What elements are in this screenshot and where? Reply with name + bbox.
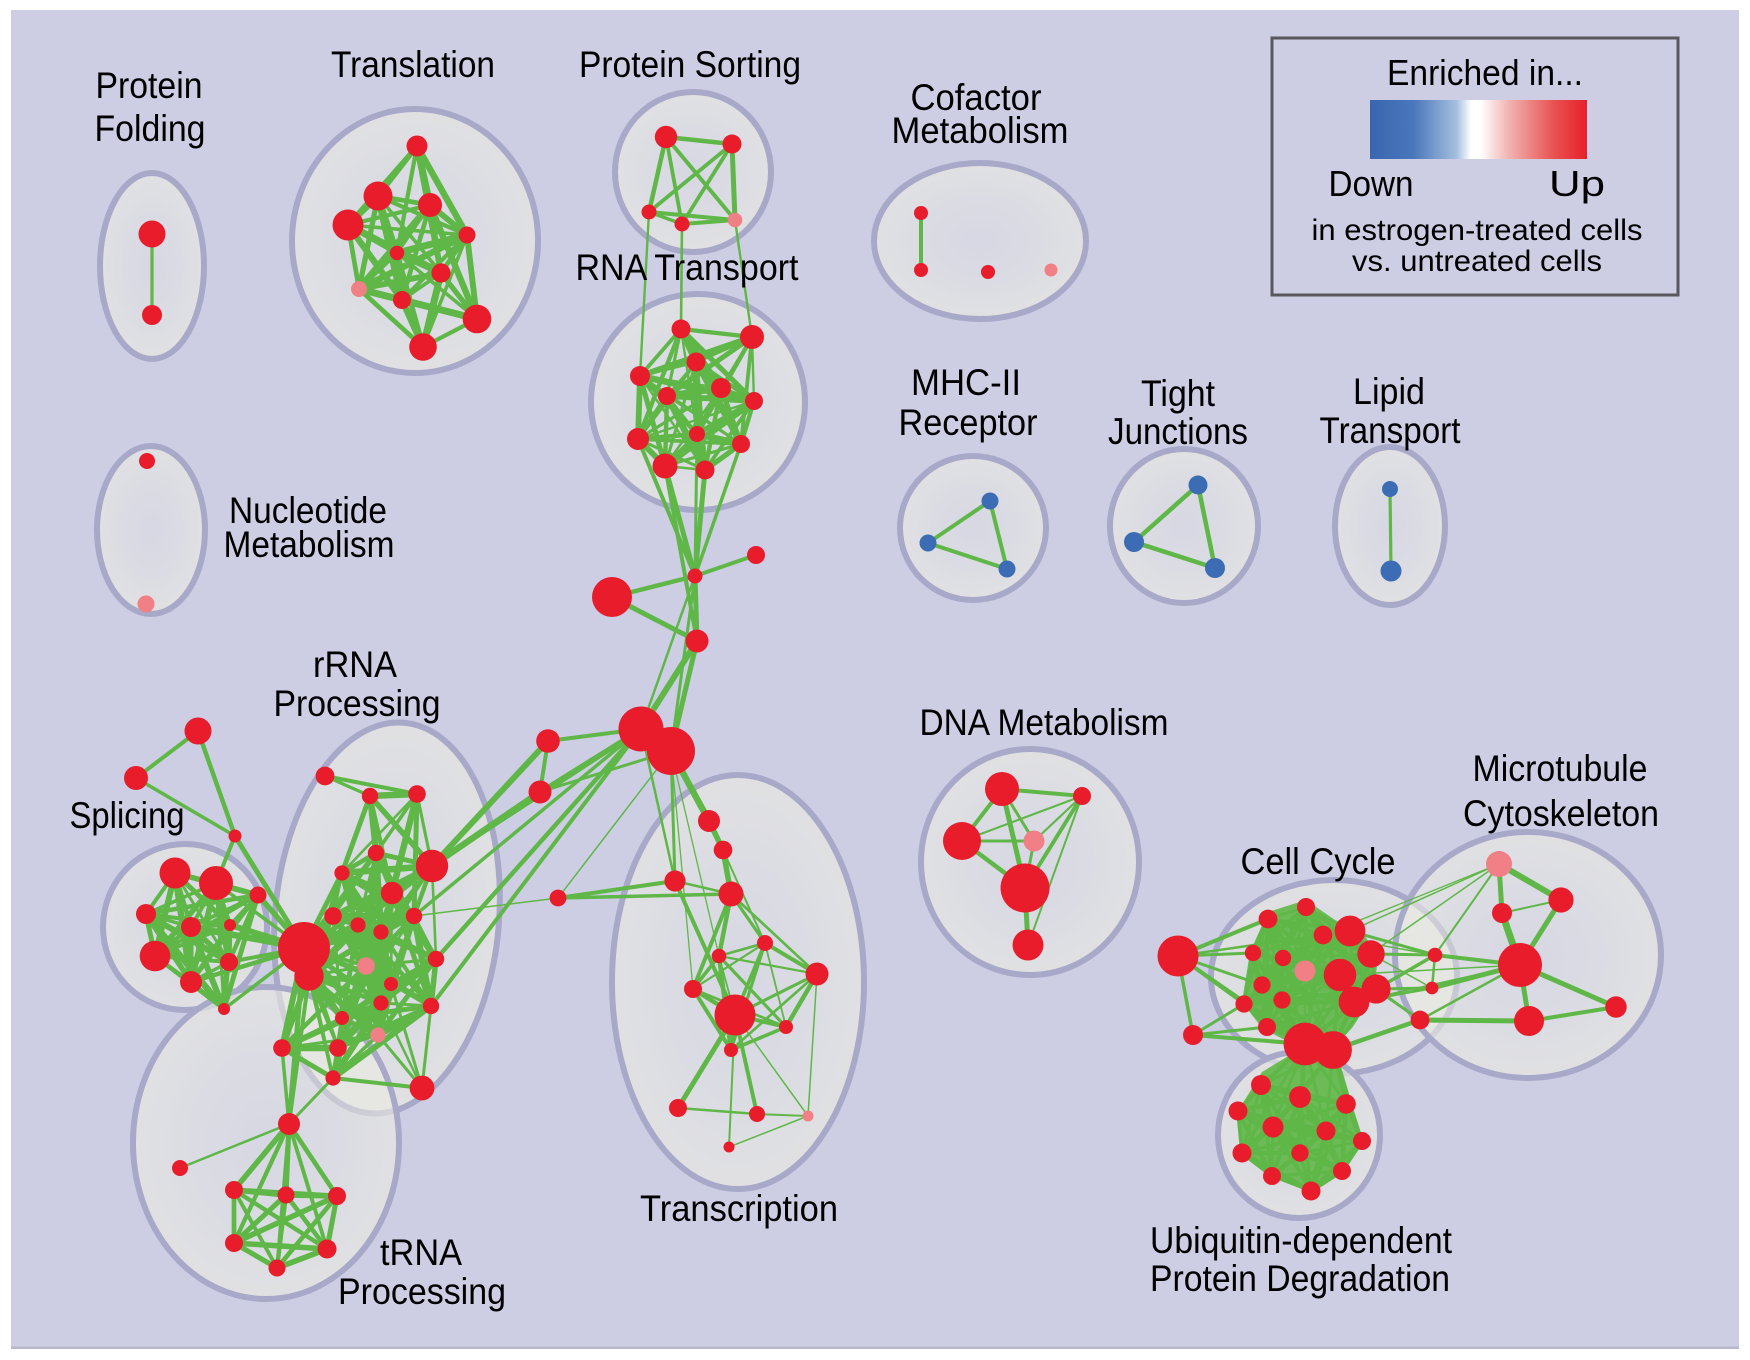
svg-text:RNA Transport: RNA Transport bbox=[576, 247, 800, 288]
svg-text:Processing: Processing bbox=[274, 683, 441, 724]
svg-text:Transcription: Transcription bbox=[640, 1188, 838, 1229]
svg-text:DNA Metabolism: DNA Metabolism bbox=[920, 702, 1169, 743]
svg-text:Cell Cycle: Cell Cycle bbox=[1241, 841, 1396, 882]
svg-text:Receptor: Receptor bbox=[899, 402, 1038, 443]
svg-text:Protein Sorting: Protein Sorting bbox=[579, 44, 801, 85]
svg-text:Cofactor: Cofactor bbox=[911, 77, 1042, 118]
svg-text:vs. untreated cells: vs. untreated cells bbox=[1352, 245, 1602, 278]
svg-text:Protein: Protein bbox=[96, 65, 203, 106]
svg-text:tRNA: tRNA bbox=[380, 1232, 462, 1273]
svg-text:rRNA: rRNA bbox=[313, 644, 397, 685]
svg-text:Enriched in...: Enriched in... bbox=[1387, 52, 1583, 93]
svg-text:Microtubule: Microtubule bbox=[1473, 748, 1648, 789]
svg-text:Splicing: Splicing bbox=[70, 795, 185, 836]
svg-text:Transport: Transport bbox=[1320, 410, 1462, 451]
svg-text:Tight: Tight bbox=[1141, 373, 1216, 414]
svg-text:Junctions: Junctions bbox=[1108, 411, 1248, 452]
svg-text:Protein Degradation: Protein Degradation bbox=[1150, 1258, 1450, 1299]
svg-text:Cytoskeleton: Cytoskeleton bbox=[1463, 793, 1659, 834]
svg-text:Nucleotide: Nucleotide bbox=[229, 490, 387, 531]
svg-text:Ubiquitin-dependent: Ubiquitin-dependent bbox=[1150, 1220, 1453, 1261]
svg-text:Translation: Translation bbox=[331, 44, 495, 85]
svg-text:Lipid: Lipid bbox=[1353, 371, 1425, 412]
svg-text:Metabolism: Metabolism bbox=[224, 524, 395, 565]
svg-text:Processing: Processing bbox=[338, 1271, 506, 1312]
svg-text:Down: Down bbox=[1329, 163, 1414, 204]
svg-text:Metabolism: Metabolism bbox=[892, 110, 1069, 151]
svg-text:Folding: Folding bbox=[95, 108, 206, 149]
svg-text:Up: Up bbox=[1549, 163, 1605, 204]
svg-text:MHC-II: MHC-II bbox=[911, 362, 1021, 403]
svg-text:in estrogen-treated cells: in estrogen-treated cells bbox=[1312, 214, 1643, 247]
